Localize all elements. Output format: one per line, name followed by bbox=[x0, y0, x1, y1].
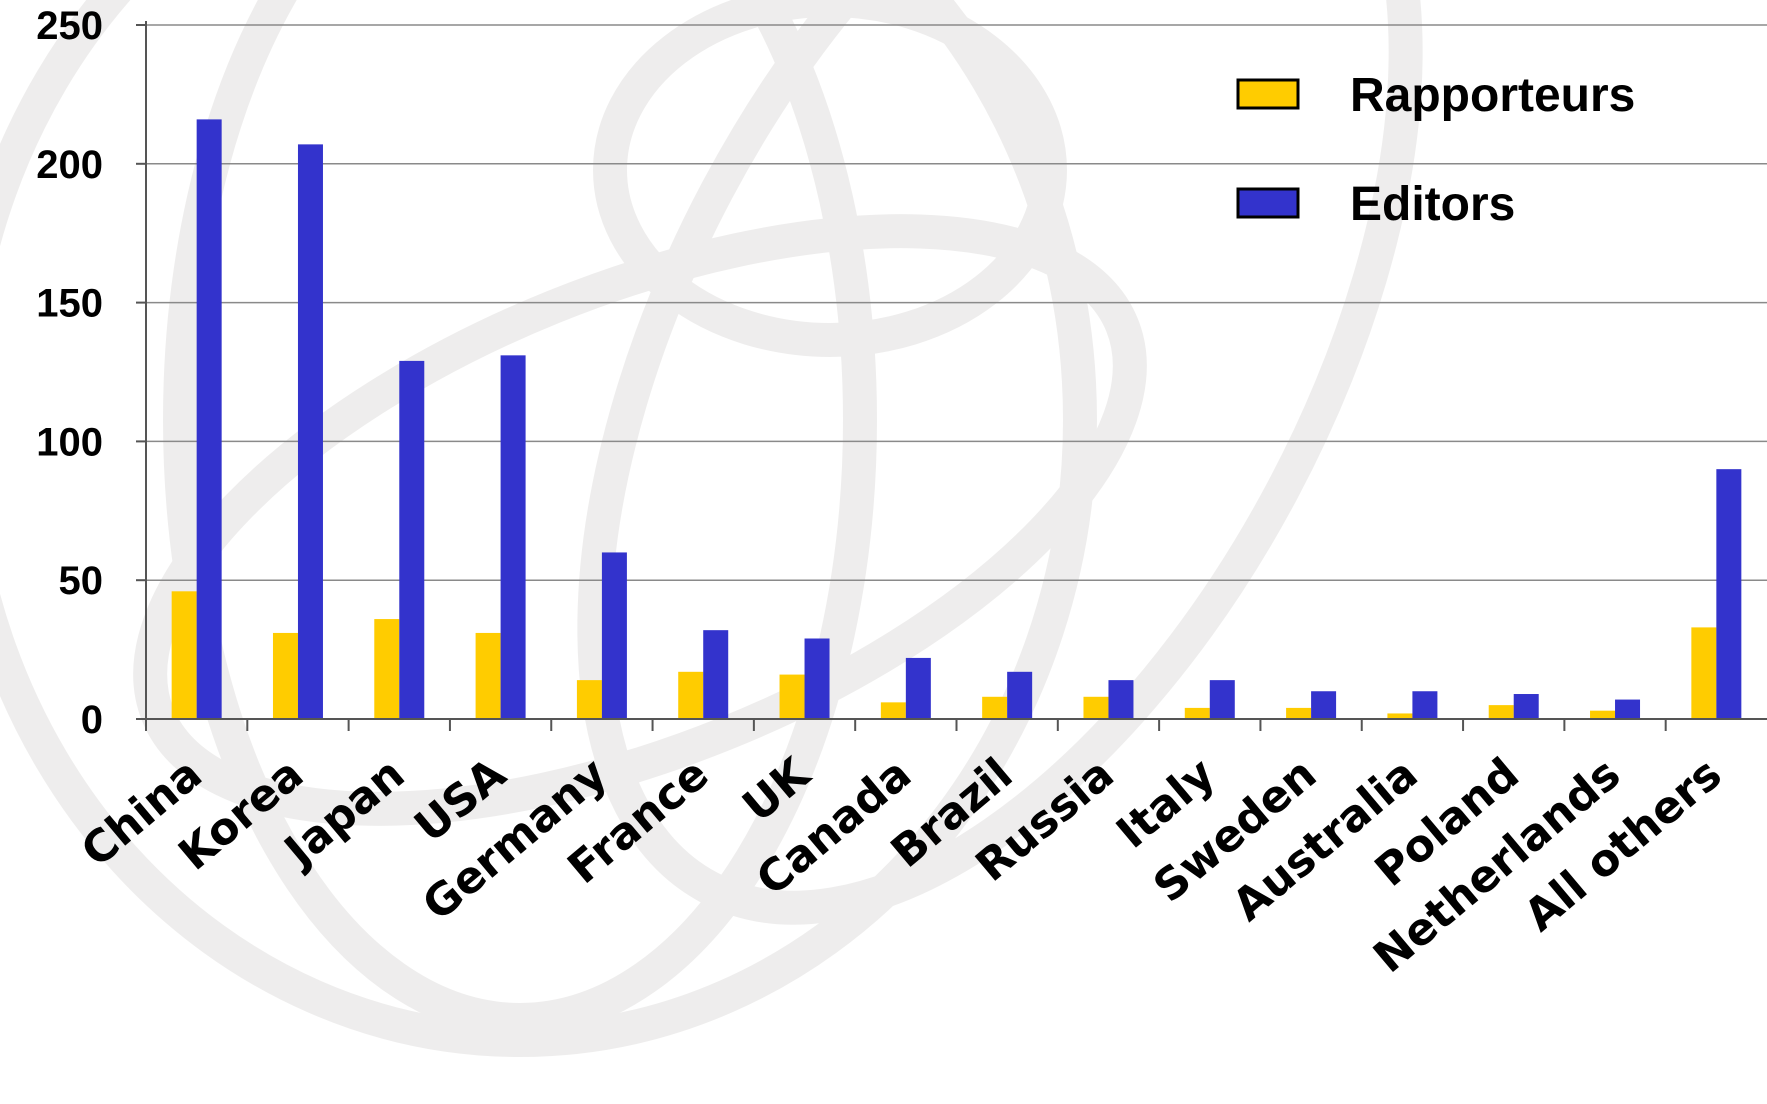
y-tick-label: 50 bbox=[59, 559, 104, 603]
bar-rapporteurs-italy bbox=[1185, 708, 1210, 719]
bar-editors-china bbox=[197, 119, 222, 719]
legend-label-editors: Editors bbox=[1350, 178, 1515, 231]
bar-editors-sweden bbox=[1311, 691, 1336, 719]
bar-rapporteurs-japan bbox=[374, 619, 399, 719]
bar-rapporteurs-sweden bbox=[1286, 708, 1311, 719]
bar-rapporteurs-poland bbox=[1489, 705, 1514, 719]
legend-label-rapporteurs: Rapporteurs bbox=[1350, 69, 1635, 122]
bar-rapporteurs-korea bbox=[273, 633, 298, 719]
bar-editors-japan bbox=[399, 361, 424, 719]
bar-rapporteurs-netherlands bbox=[1590, 711, 1615, 719]
bar-editors-france bbox=[703, 630, 728, 719]
legend-swatch-editors bbox=[1238, 189, 1298, 217]
bar-rapporteurs-brazil bbox=[982, 697, 1007, 719]
bar-rapporteurs-china bbox=[172, 591, 197, 719]
bar-editors-australia bbox=[1412, 691, 1437, 719]
bar-editors-canada bbox=[906, 658, 931, 719]
y-tick-label: 250 bbox=[36, 4, 103, 48]
bar-editors-italy bbox=[1210, 680, 1235, 719]
bar-rapporteurs-usa bbox=[476, 633, 501, 719]
bar-rapporteurs-canada bbox=[881, 702, 906, 719]
bar-rapporteurs-france bbox=[678, 672, 703, 719]
y-tick-label: 100 bbox=[36, 420, 103, 464]
bar-editors-brazil bbox=[1007, 672, 1032, 719]
bar-editors-korea bbox=[298, 144, 323, 719]
bar-editors-usa bbox=[501, 355, 526, 719]
bar-editors-all-others bbox=[1716, 469, 1741, 719]
bar-rapporteurs-all-others bbox=[1691, 627, 1716, 719]
bar-rapporteurs-uk bbox=[780, 675, 805, 719]
bar-rapporteurs-russia bbox=[1083, 697, 1108, 719]
bar-rapporteurs-germany bbox=[577, 680, 602, 719]
bar-editors-germany bbox=[602, 552, 627, 719]
y-tick-label: 150 bbox=[36, 282, 103, 326]
bar-editors-russia bbox=[1108, 680, 1133, 719]
bar-editors-uk bbox=[805, 638, 830, 719]
y-tick-label: 200 bbox=[36, 143, 103, 187]
bar-editors-netherlands bbox=[1615, 700, 1640, 719]
legend: Rapporteurs Editors bbox=[1238, 69, 1635, 231]
y-tick-label: 0 bbox=[81, 698, 103, 742]
bar-editors-poland bbox=[1514, 694, 1539, 719]
legend-swatch-rapporteurs bbox=[1238, 80, 1298, 108]
